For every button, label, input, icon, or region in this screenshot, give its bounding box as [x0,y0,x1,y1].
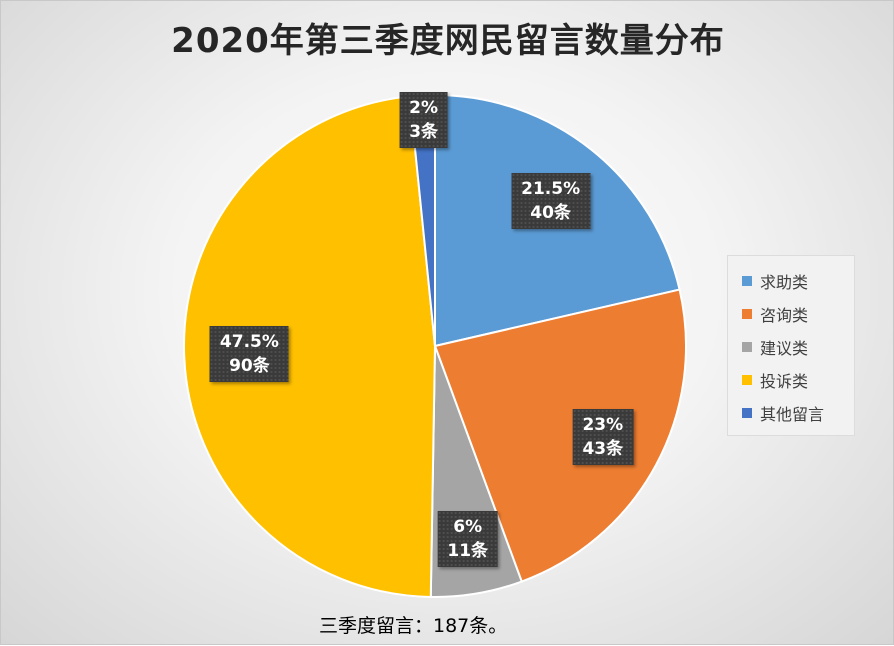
data-label-count: 43条 [582,438,624,459]
data-label-percent: 23% [582,414,624,435]
legend-item-complaint: 投诉类 [742,363,854,396]
data-label-percent: 2% [409,98,439,119]
data-label-suggestion: 6% 11条 [437,511,499,568]
slice-complaint [183,95,437,598]
legend-label: 求助类 [760,272,809,292]
legend: 求助类 咨询类 建议类 投诉类 其他留言 [727,255,855,436]
chart-title: 2020年第三季度网民留言数量分布 [171,21,725,61]
legend-item-other: 其他留言 [742,396,854,429]
legend-swatch [742,341,752,352]
legend-swatch [742,407,752,418]
legend-swatch [742,374,752,385]
legend-item-inquiry: 咨询类 [742,297,854,330]
legend-label: 咨询类 [760,305,809,325]
legend-swatch [742,275,752,286]
legend-swatch [742,308,752,319]
data-label-percent: 47.5% [219,331,279,352]
data-label-count: 90条 [229,355,270,376]
footnote: 三季度留言：187条。 [319,615,508,637]
data-label-inquiry: 23% 43条 [572,408,634,465]
legend-item-help: 求助类 [742,264,854,297]
legend-item-suggestion: 建议类 [742,330,854,363]
data-label-percent: 21.5% [521,178,581,199]
legend-label: 建议类 [760,338,809,358]
data-label-help: 21.5% 40条 [511,172,591,229]
data-label-complaint: 47.5% 90条 [209,325,289,382]
data-label-count: 40条 [530,202,571,223]
data-label-other: 2% 3条 [399,92,449,149]
slice-inquiry [433,288,687,583]
data-label-percent: 6% [453,517,483,538]
data-label-count: 11条 [447,541,489,562]
legend-label: 投诉类 [760,371,809,391]
legend-label: 其他留言 [760,404,825,424]
data-label-count: 3条 [409,122,439,143]
